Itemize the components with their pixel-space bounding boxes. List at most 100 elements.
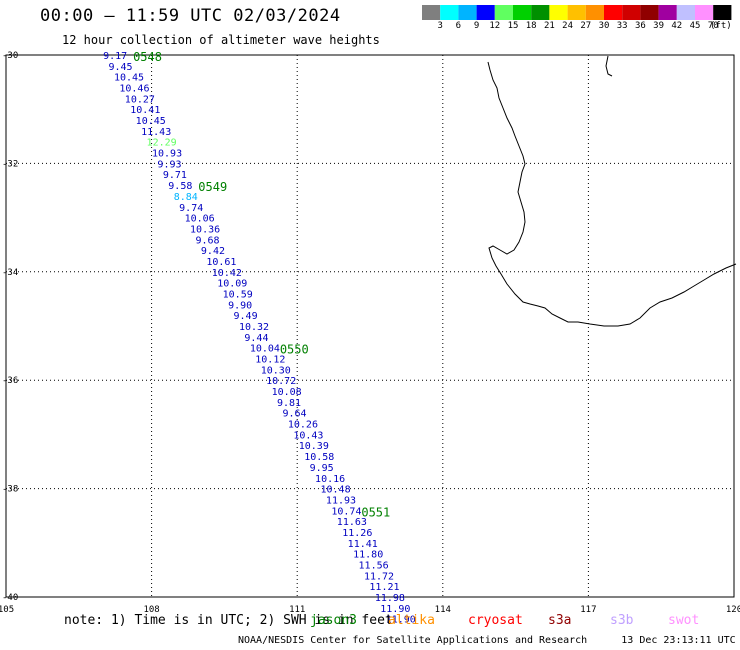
lon-tick-label: 114: [435, 605, 451, 615]
colorbar-swatch: [658, 5, 677, 20]
swh-value: 10.59: [223, 289, 253, 300]
pass-id-label: 0548: [133, 50, 162, 64]
satellite-legend-s3b: s3b: [610, 613, 634, 628]
swh-value: 11.43: [141, 127, 171, 138]
swh-value: 10.43: [293, 430, 323, 441]
swh-value: 9.58: [168, 181, 192, 192]
footer-generated: 13 Dec 23:13:11 UTC 2024: [621, 635, 740, 646]
satellite-legend-cryosat: cryosat: [468, 613, 523, 628]
lat-tick-label: -30: [2, 51, 18, 61]
island-path: [605, 55, 613, 77]
swh-value: 9.44: [244, 333, 268, 344]
swh-value: 10.46: [119, 84, 149, 95]
colorbar-swatch: [476, 5, 495, 20]
swh-value: 10.41: [130, 105, 160, 116]
swh-value: 9.68: [195, 235, 219, 246]
lon-tick-label: 111: [289, 605, 305, 615]
pass-id-label: 0550: [280, 343, 309, 357]
swh-value: 10.45: [136, 116, 166, 127]
swh-value: 9.71: [163, 170, 187, 181]
colorbar-swatch: [567, 5, 586, 20]
satellite-legend-swot: swot: [668, 613, 700, 628]
swh-value: 10.30: [261, 365, 291, 376]
colorbar-swatch: [440, 5, 459, 20]
swh-value: 11.41: [348, 539, 378, 550]
colorbar-tick-label: 3: [437, 21, 443, 31]
swh-value: 10.39: [299, 441, 329, 452]
swh-value: 11.80: [353, 550, 383, 561]
colorbar-tick-label: 18: [525, 21, 537, 31]
swh-value: 10.42: [212, 268, 242, 279]
note-text: note: 1) Time is in UTC; 2) SWH is in fe…: [64, 613, 393, 628]
colorbar-swatch: [713, 5, 732, 20]
colorbar-swatch: [604, 5, 623, 20]
colorbar-swatch: [695, 5, 714, 20]
colorbar-swatch: [622, 5, 641, 20]
colorbar-swatch: [640, 5, 659, 20]
colorbar-swatch: [513, 5, 532, 20]
coastline-path: [487, 61, 737, 327]
swh-value: 10.93: [152, 149, 182, 160]
swh-value: 9.81: [277, 398, 301, 409]
swh-value: 9.42: [201, 246, 225, 257]
swh-value: 11.26: [342, 528, 372, 539]
lat-tick-label: -40: [2, 593, 18, 603]
swh-value: 11.90: [380, 604, 410, 615]
colorbar-unit: (ft): [710, 21, 732, 31]
swh-value: 10.09: [217, 279, 247, 290]
colorbar-swatch: [549, 5, 568, 20]
altimeter-track: 9.179.4510.4510.4610.2710.4110.4511.4312…: [103, 51, 416, 626]
lat-tick-label: -32: [2, 159, 18, 169]
colorbar-tick-label: 30: [598, 21, 610, 31]
map-grid: 105 108 111 114 117 120 -30 -32 -34 -36 -38 -40: [0, 51, 740, 615]
swh-value: 9.49: [234, 311, 258, 322]
lon-tick-label: 117: [580, 605, 596, 615]
swh-value: 11.21: [369, 582, 399, 593]
pass-labels: 0548 0549 0550 0551: [133, 50, 390, 519]
swh-value: 10.04: [250, 344, 280, 355]
lat-tick-label: -38: [2, 485, 18, 495]
satellite-legend-altika: altika: [388, 613, 435, 628]
colorbar-tick-label: 45: [689, 21, 701, 31]
swh-value: 11.63: [337, 517, 367, 528]
swh-value: 9.45: [109, 62, 133, 73]
footer-agency: NOAA/NESDIS Center for Satellite Applica…: [238, 635, 588, 646]
lon-tick-label: 120: [726, 605, 740, 615]
swh-value: 9.64: [282, 409, 306, 420]
lat-tick-label: -34: [2, 268, 18, 278]
satellite-legend-s3a: s3a: [548, 613, 572, 628]
swh-value: 9.17: [103, 51, 127, 62]
colorbar-swatch: [585, 5, 604, 20]
pass-id-label: 0551: [361, 505, 390, 519]
swh-value: 10.48: [320, 485, 350, 496]
swh-value: 11.56: [359, 560, 389, 571]
swh-value: 11.90: [386, 615, 416, 626]
swh-value: 10.61: [206, 257, 236, 268]
colorbar-swatch: [422, 5, 441, 20]
swh-value: 11.72: [364, 571, 394, 582]
swh-value: 10.06: [185, 214, 215, 225]
wave-height-colorbar: [422, 5, 732, 20]
australia-coastline: [487, 55, 737, 327]
swh-value: 11.98: [375, 593, 405, 604]
swh-value: 10.36: [190, 224, 220, 235]
lon-tick-label: 105: [0, 605, 14, 615]
colorbar-tick-label: 36: [634, 21, 646, 31]
swh-value: 10.26: [288, 420, 318, 431]
swh-value: 9.93: [157, 159, 181, 170]
swh-value: 9.95: [310, 463, 334, 474]
footer: NOAA/NESDIS Center for Satellite Applica…: [238, 635, 740, 646]
colorbar-tick-label: 9: [473, 21, 480, 31]
colorbar-tick-label: 39: [653, 21, 665, 31]
map-subtitle: 12 hour collection of altimeter wave hei…: [62, 33, 380, 47]
swh-value: 12.29: [147, 138, 177, 149]
swh-value: 10.74: [331, 506, 361, 517]
pass-id-label: 0549: [198, 180, 227, 194]
swh-value: 10.32: [239, 322, 269, 333]
swh-value: 10.27: [125, 94, 155, 105]
swh-value: 10.72: [266, 376, 296, 387]
colorbar-tick-label: 15: [507, 21, 519, 31]
colorbar-tick-label: 21: [543, 21, 555, 31]
map-title: 00:00 – 11:59 UTC 02/03/2024: [40, 6, 341, 26]
